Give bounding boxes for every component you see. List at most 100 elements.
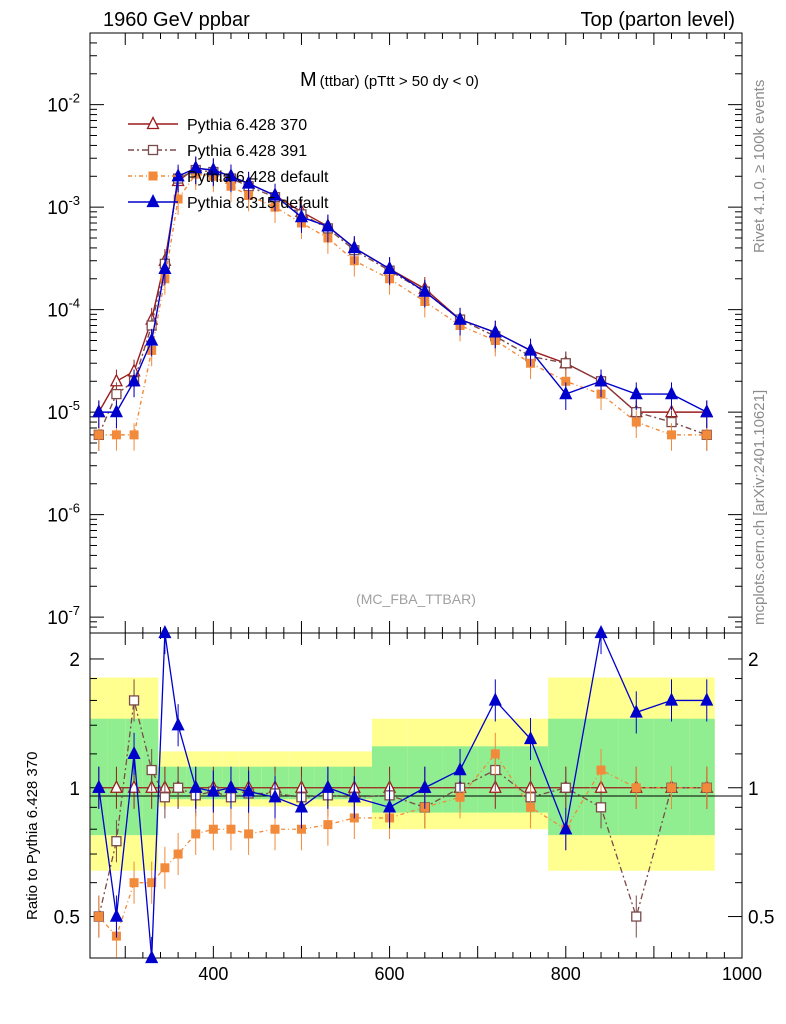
y-tick-exp: -2 [68, 91, 80, 106]
y-axis-ticks-main: 10-710-610-510-410-310-2 [47, 32, 742, 634]
series-3-ratio-point [224, 779, 238, 793]
y-tick-label: 10-4 [47, 296, 80, 322]
y-tick-label: 10-3 [47, 193, 80, 219]
analysis-watermark: (MC_FBA_TTBAR) [356, 591, 476, 607]
series-3-point [189, 160, 203, 174]
series-2-ratio-point [129, 878, 139, 888]
series-3-point [700, 404, 714, 418]
series-3-point [109, 404, 123, 418]
series-2-ratio-point [596, 765, 606, 775]
series-3-ratio-point [189, 779, 203, 793]
series-1-ratio-point [595, 802, 607, 813]
series-3-point [206, 162, 220, 176]
series-3-ratio-point [242, 783, 256, 797]
rivet-version-text: Rivet 4.1.0, ≥ 100k events [751, 80, 768, 253]
ratio-series [92, 625, 714, 964]
x-tick-label: 600 [375, 964, 405, 984]
series-3-point [268, 187, 282, 201]
series-2-point [702, 430, 712, 440]
header-right: Top (parton level) [580, 9, 735, 31]
legend-label-1: Pythia 6.428 391 [187, 143, 307, 160]
series-1-ratio-point [631, 911, 642, 922]
series-3-ratio-point [127, 745, 141, 760]
series-1-ratio-point [111, 836, 122, 847]
series-3-ratio-point [321, 779, 335, 793]
ratio-y-tick-label: 1 [69, 779, 80, 800]
series-1-point [560, 358, 571, 369]
series-1-ratio-point [128, 695, 140, 706]
series-3-point [224, 168, 238, 182]
legend-marker-3 [146, 194, 160, 208]
series-3-ratio-point [383, 799, 397, 813]
series-2-ratio-point [490, 749, 500, 759]
series-1-ratio-point [172, 782, 184, 793]
series-3-ratio-point [453, 762, 467, 776]
legend-label-2: Pythia 6.428 default [187, 169, 329, 186]
y-tick-label: 10-6 [47, 501, 80, 527]
series-3-ratio-point [92, 779, 106, 793]
ratio-band-green [689, 718, 715, 836]
series-3-ratio-point [145, 950, 159, 964]
legend-marker-2 [148, 171, 158, 181]
series-3-point [92, 404, 106, 418]
series-2-ratio-point [173, 849, 183, 859]
legend-label-0: Pythia 6.428 370 [187, 117, 307, 134]
y-axis-ticks-ratio: 0.5 0.5 1 1 2 2 [54, 650, 775, 929]
series-3-ratio-point [418, 779, 432, 793]
series-3-ratio-point [523, 731, 538, 745]
series-3-point [559, 386, 573, 400]
y-tick-base: 10 [47, 506, 68, 527]
series-3-ratio-point [206, 783, 220, 797]
series-3-point [629, 386, 643, 400]
series-3-ratio-point [347, 789, 361, 803]
series-2-ratio-point [702, 783, 712, 793]
series-3-point [664, 386, 679, 400]
series-2-ratio-point [226, 824, 236, 834]
x-tick-label: 400 [198, 964, 228, 984]
series-3-ratio-point [594, 625, 608, 639]
series-3-point [418, 283, 432, 297]
series-3-ratio-line [98, 630, 707, 959]
series-3-ratio-point [664, 692, 679, 706]
series-2-ratio-point [323, 820, 333, 830]
series-3-ratio-point [158, 625, 172, 639]
series-3-point [171, 168, 185, 182]
y-tick-exp: -5 [68, 398, 80, 413]
series-3-ratio-point [559, 821, 573, 835]
series-2-ratio-point [208, 824, 218, 834]
series-2-point [111, 430, 121, 440]
ratio-y-tick-label-right: 1 [748, 779, 759, 800]
series-2-ratio-point [526, 802, 536, 812]
series-2-point [667, 430, 677, 440]
series-3-point [242, 175, 256, 189]
y-tick-base: 10 [47, 608, 68, 629]
series-2-ratio-point [160, 863, 170, 873]
ratio-bands [90, 677, 715, 871]
series-2-point [173, 194, 183, 204]
ratio-y-tick-label-right: 0.5 [748, 908, 774, 929]
series-3-point [127, 373, 141, 387]
series-3-ratio-point [171, 717, 185, 731]
series-3-point [594, 373, 608, 387]
series-2-point [129, 430, 139, 440]
series-2-ratio-point [455, 792, 465, 802]
ratio-band-green [142, 718, 159, 836]
series-3-point [453, 311, 467, 325]
y-tick-exp: -3 [68, 193, 80, 208]
x-tick-label: 1000 [722, 964, 762, 984]
y-tick-exp: -7 [68, 603, 80, 618]
series-3-line [98, 167, 708, 413]
legend-marker-0 [146, 116, 160, 130]
series-1-ratio-point [146, 764, 157, 776]
series-2-ratio-point [631, 783, 641, 793]
ratio-y-tick-label: 2 [69, 650, 80, 671]
series-1-ratio-point [159, 792, 171, 803]
y-tick-label: 10-7 [47, 603, 80, 629]
series-3-point [145, 332, 159, 346]
series-2-point [94, 430, 104, 440]
series-3-point [158, 260, 172, 274]
series-2-point [631, 417, 641, 427]
series-2-line [98, 173, 707, 436]
series-3-point [347, 239, 361, 254]
series-1-ratio-point [560, 782, 571, 793]
